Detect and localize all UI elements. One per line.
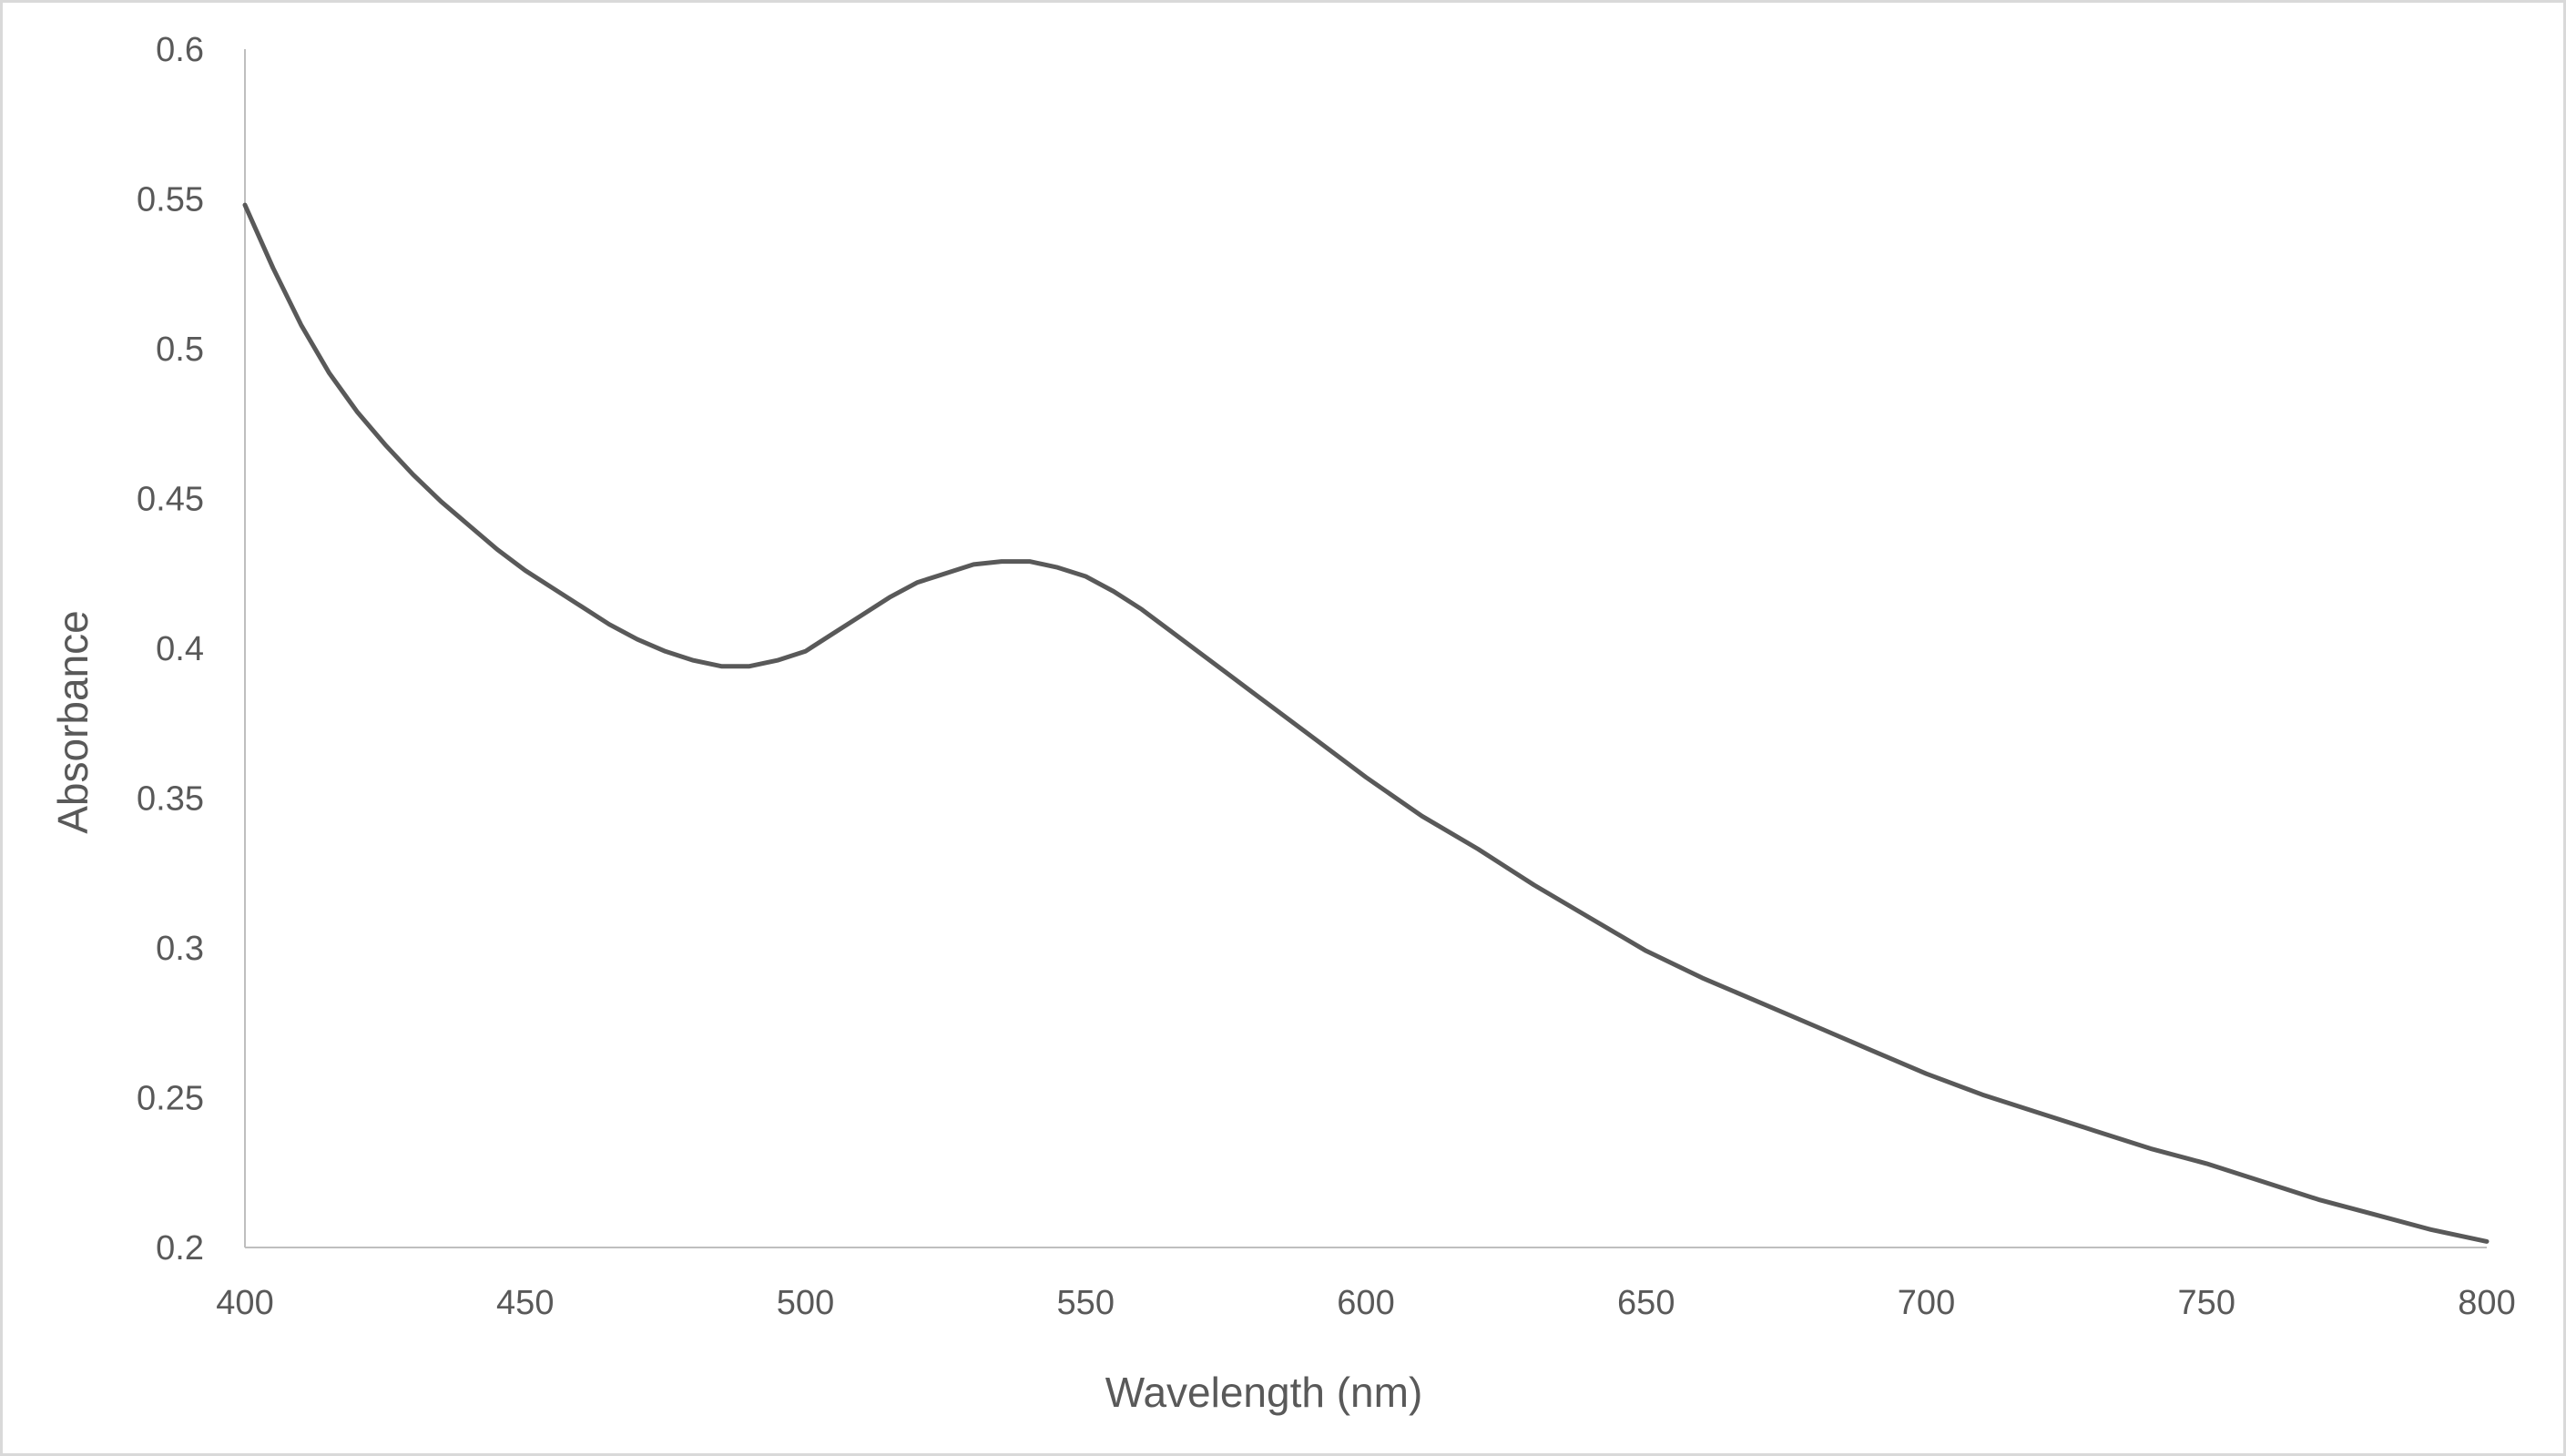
x-axis-title: Wavelength (nm) — [1105, 1369, 1423, 1416]
x-tick-label: 750 — [2178, 1284, 2235, 1322]
x-tick-label: 550 — [1057, 1284, 1115, 1322]
y-tick-label: 0.2 — [156, 1229, 204, 1268]
absorbance-series-line — [242, 202, 2490, 1244]
x-tick-label: 600 — [1337, 1284, 1394, 1322]
x-tick-labels: 400 450 500 550 600 650 700 750 800 — [216, 1284, 2515, 1322]
x-tick-label: 450 — [496, 1284, 554, 1322]
y-axis-title: Absorbance — [49, 610, 97, 834]
y-tick-label: 0.35 — [137, 780, 204, 819]
axes — [244, 49, 2487, 1248]
y-tick-label: 0.5 — [156, 331, 204, 369]
x-tick-label: 500 — [777, 1284, 834, 1322]
y-tick-label: 0.45 — [137, 481, 204, 519]
x-tick-label: 400 — [216, 1284, 273, 1322]
x-tick-label: 800 — [2458, 1284, 2515, 1322]
y-tick-label: 0.3 — [156, 930, 204, 968]
x-tick-label: 650 — [1617, 1284, 1675, 1322]
y-tick-label: 0.6 — [156, 31, 204, 69]
y-tick-label: 0.4 — [156, 630, 204, 668]
series-group — [242, 202, 2490, 1244]
y-tick-label: 0.55 — [137, 181, 204, 219]
y-tick-labels: 0.2 0.25 0.3 0.35 0.4 0.45 0.5 0.55 0.6 — [137, 31, 204, 1268]
x-tick-label: 700 — [1898, 1284, 1955, 1322]
y-tick-label: 0.25 — [137, 1080, 204, 1118]
